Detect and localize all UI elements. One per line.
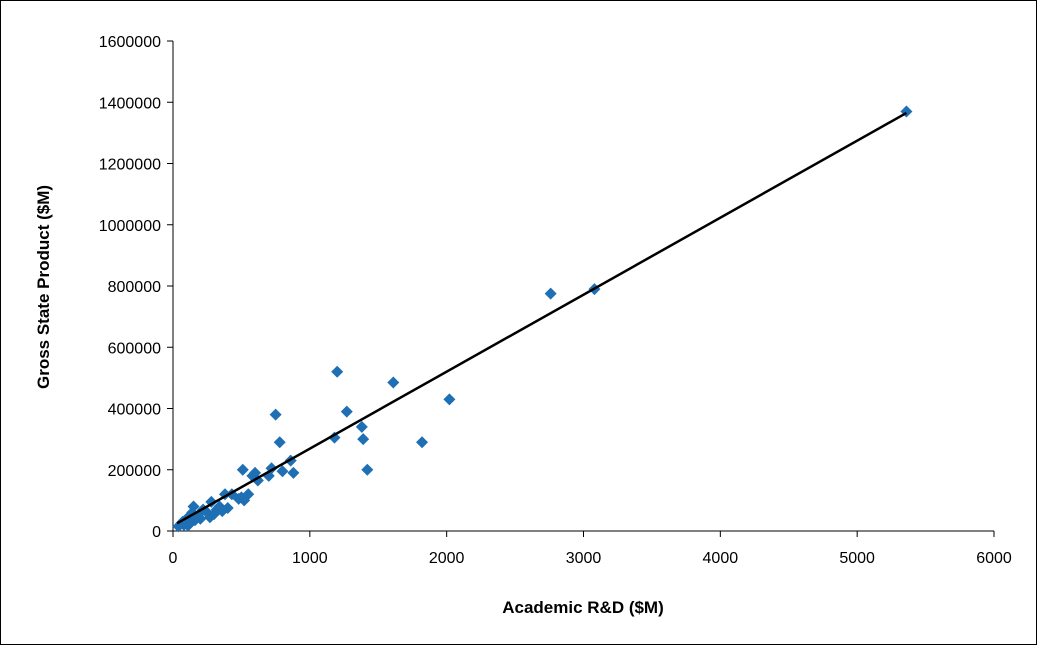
- x-tick-label: 2000: [429, 550, 465, 567]
- data-point: [273, 436, 286, 449]
- y-tick-label: 200000: [108, 463, 161, 480]
- x-axis-title: Academic R&D ($M): [502, 598, 664, 617]
- y-tick-label: 0: [152, 524, 161, 541]
- ticks: 0 1000 2000 3000 4000 5000 6000 0 200000 400000 60…: [99, 34, 1012, 567]
- data-point: [194, 512, 207, 525]
- data-point: [387, 376, 400, 389]
- data-point: [443, 393, 456, 406]
- x-tick-label: 1000: [292, 550, 328, 567]
- y-tick-label: 400000: [108, 402, 161, 419]
- data-point: [236, 463, 249, 476]
- x-tick-label: 5000: [839, 550, 875, 567]
- data-point: [287, 466, 300, 479]
- y-axis-title: Gross State Product ($M): [34, 185, 53, 389]
- y-tick-label: 1400000: [99, 95, 161, 112]
- x-tick-label: 6000: [976, 550, 1012, 567]
- data-point: [544, 287, 557, 300]
- data-point: [331, 365, 344, 378]
- y-tick-label: 1200000: [99, 157, 161, 174]
- data-point: [242, 488, 255, 501]
- data-point: [221, 502, 234, 515]
- trendline: [176, 111, 908, 525]
- data-point: [340, 405, 353, 418]
- y-tick-label: 800000: [108, 279, 161, 296]
- data-point: [416, 436, 429, 449]
- data-point: [355, 420, 368, 433]
- x-tick-label: 4000: [703, 550, 739, 567]
- data-point: [276, 465, 289, 478]
- y-tick-label: 1600000: [99, 34, 161, 51]
- y-tick-label: 600000: [108, 340, 161, 357]
- data-point: [361, 463, 374, 476]
- y-tick-label: 1000000: [99, 218, 161, 235]
- data-point: [357, 433, 370, 446]
- data-point: [187, 500, 200, 513]
- x-tick-label: 3000: [566, 550, 602, 567]
- x-tick-label: 0: [169, 550, 178, 567]
- data-point: [269, 408, 282, 421]
- data-point: [328, 431, 341, 444]
